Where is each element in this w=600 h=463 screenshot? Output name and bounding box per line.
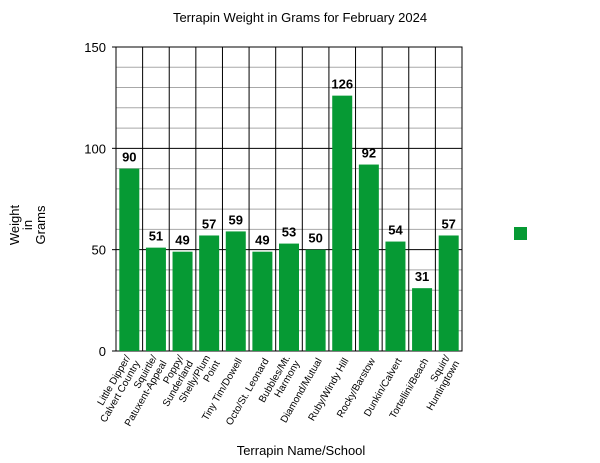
bar [412, 288, 433, 351]
data-label: 49 [255, 233, 269, 248]
data-label: 31 [415, 269, 429, 284]
bar [145, 247, 166, 351]
bar [119, 168, 140, 351]
bar [252, 251, 273, 351]
data-label: 53 [282, 225, 296, 240]
bars: 90 51 49 57 59 49 53 50 126 92 54 31 57 [119, 77, 459, 351]
y-tick-label: 150 [84, 40, 106, 55]
y-tick-label: 100 [84, 141, 106, 156]
data-label: 59 [229, 212, 243, 227]
bar [279, 243, 299, 351]
y-tick-label: 0 [99, 344, 106, 359]
y-tick-labels: 0 50 100 150 [84, 40, 116, 359]
data-label: 126 [331, 77, 353, 92]
y-axis-title-text: WeightinGrams [7, 205, 48, 246]
data-label: 54 [388, 223, 403, 238]
bar [332, 95, 353, 351]
data-label: 57 [202, 216, 216, 231]
data-label: 92 [362, 146, 376, 161]
data-label: 50 [308, 231, 322, 246]
x-axis-title: Terrapin Name/School [237, 443, 366, 458]
x-tick-labels: Little Dipper/Calvert CountrySquirtle/Pa… [96, 353, 463, 428]
bar [305, 249, 326, 351]
data-label: 90 [122, 150, 136, 165]
legend-swatch [514, 227, 527, 240]
bar [225, 231, 246, 351]
data-label: 49 [175, 233, 189, 248]
bar [172, 251, 193, 351]
bar [358, 164, 379, 351]
y-tick-label: 50 [92, 243, 106, 258]
data-label: 57 [441, 216, 455, 231]
legend [514, 227, 527, 240]
chart-title: Terrapin Weight in Grams for February 20… [173, 10, 427, 25]
bar [199, 235, 220, 351]
bar [385, 241, 406, 351]
bar [438, 235, 459, 351]
y-axis-title: WeightinGrams [7, 205, 48, 246]
data-label: 51 [149, 229, 163, 244]
